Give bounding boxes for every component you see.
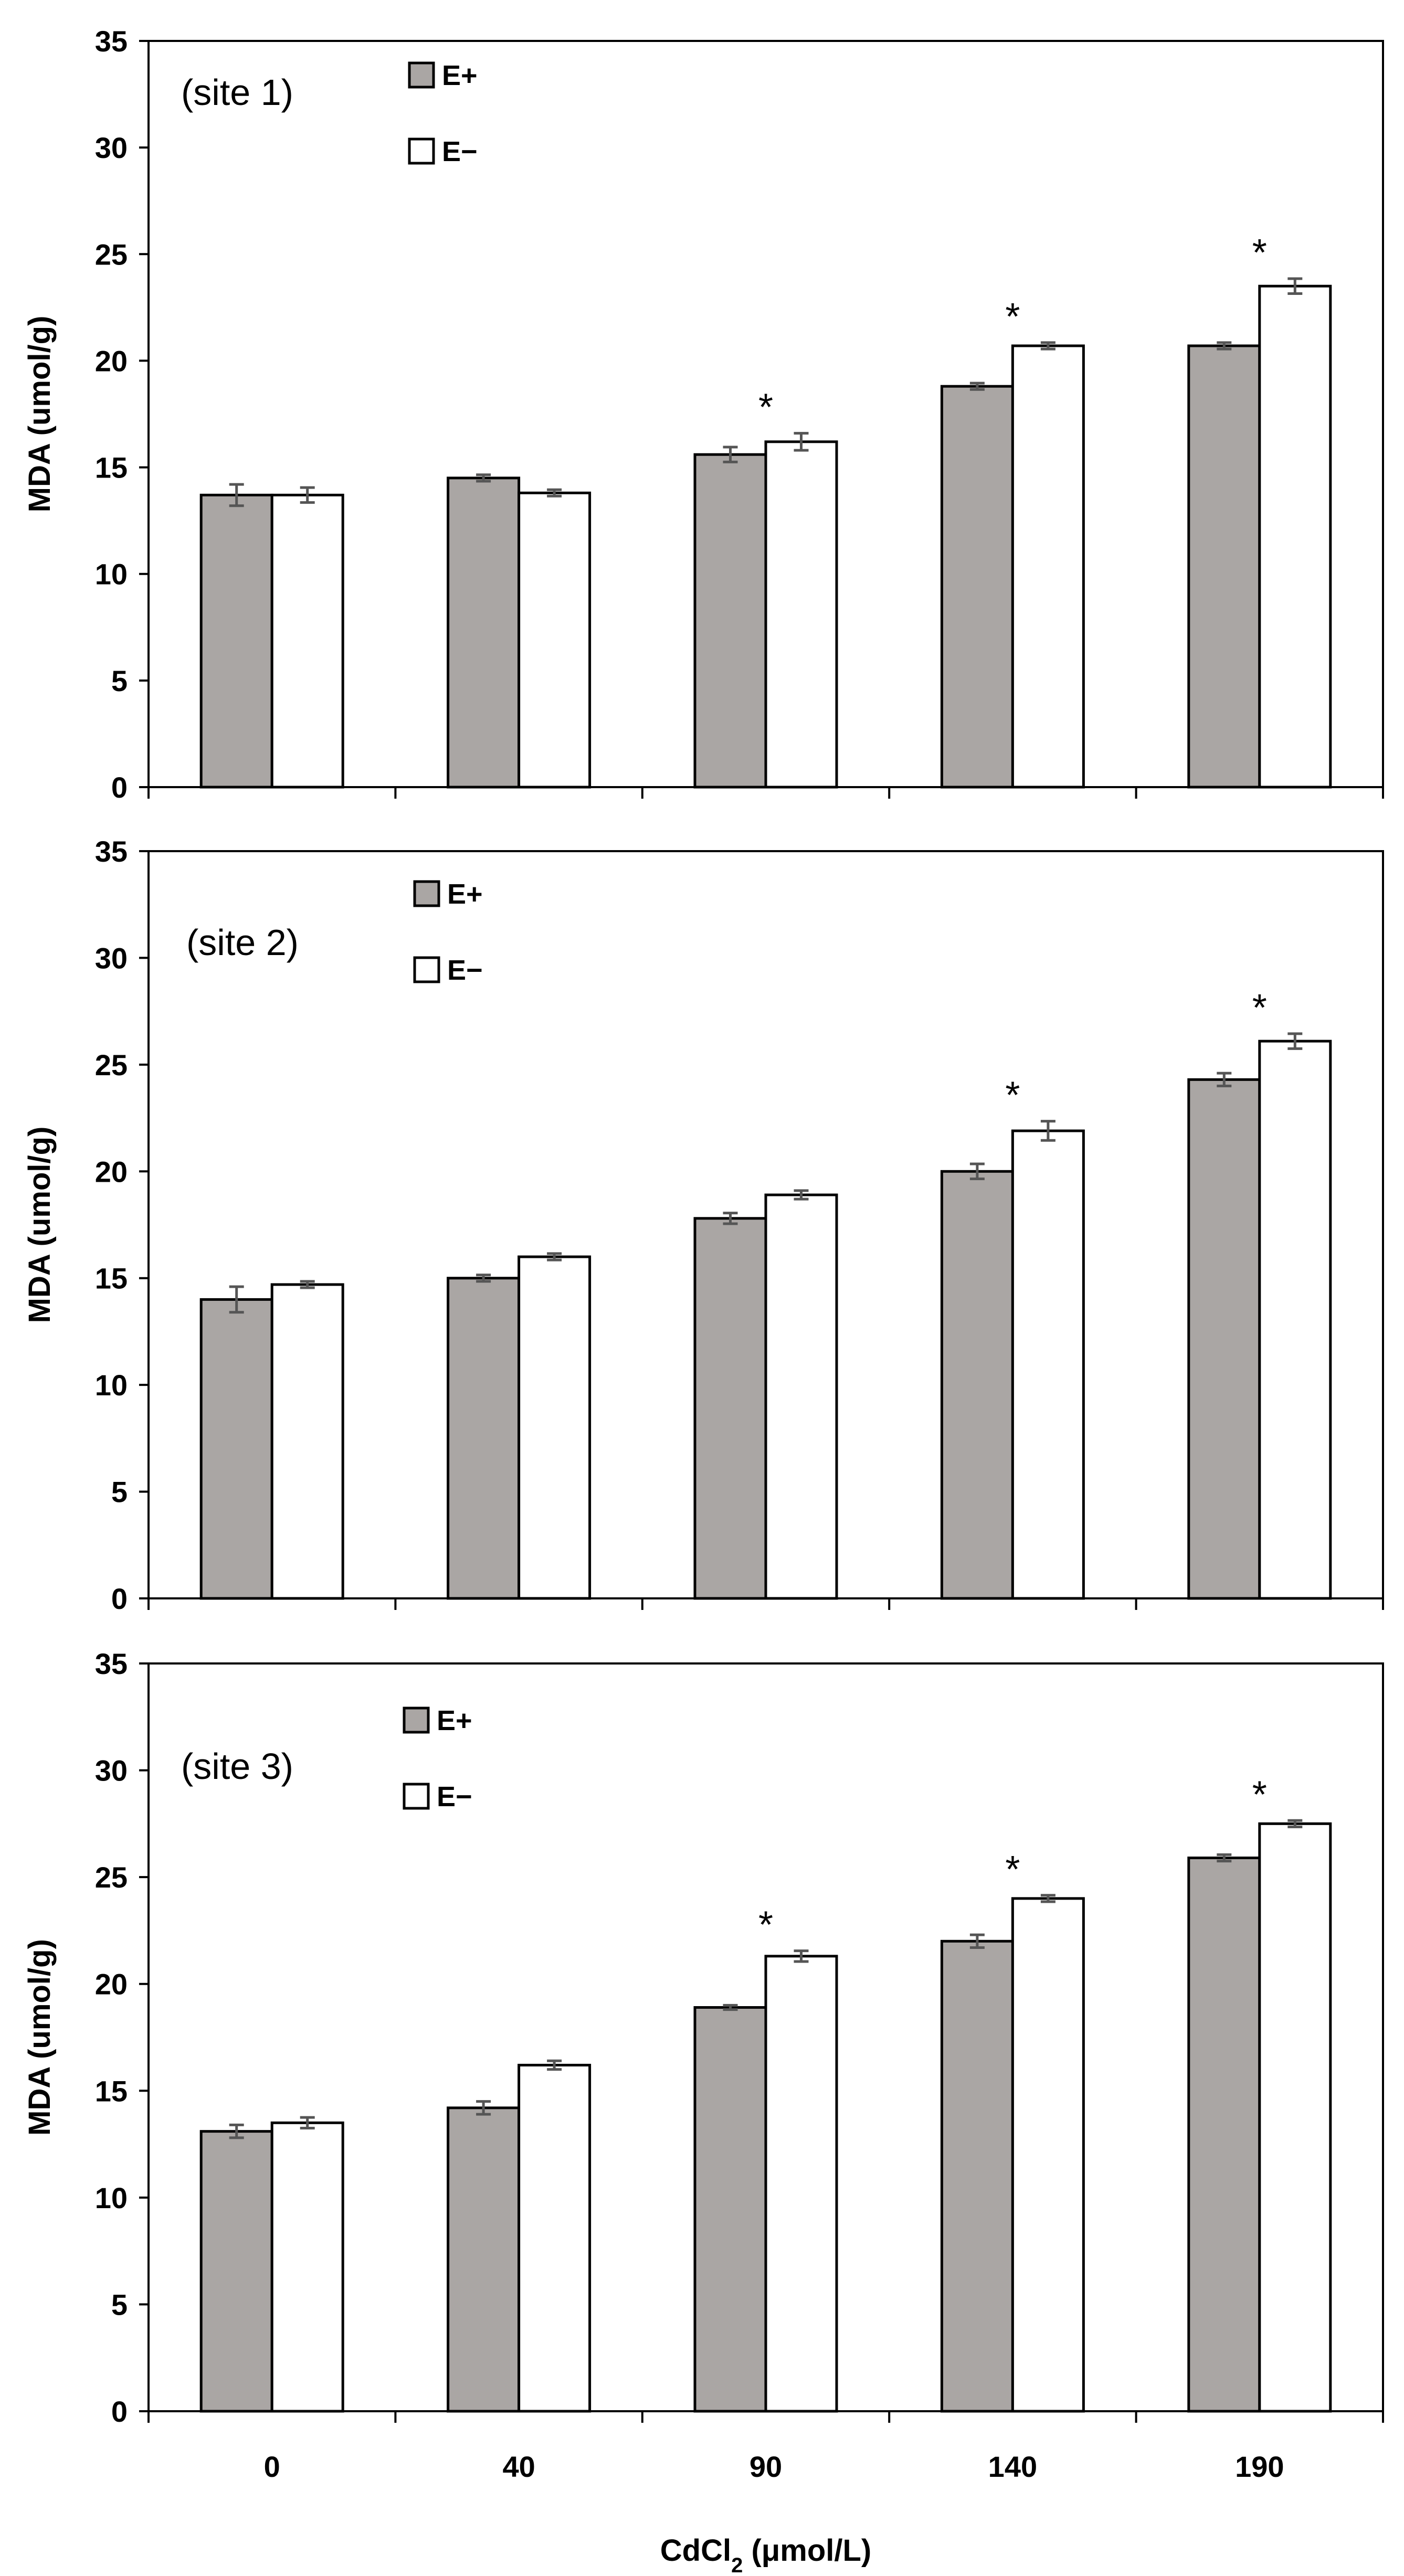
panel-2-y-axis-title: MDA (umol/g)	[23, 1127, 57, 1323]
panel-2-bar-e-plus-40	[447, 1277, 521, 1600]
panel-1-bar-e-plus-190	[1187, 344, 1261, 789]
panel-2-significance-mark: *	[1252, 987, 1267, 1029]
panel-1-y-tick-label: 20	[95, 344, 128, 377]
panel-1-significance-mark: *	[758, 387, 773, 429]
panel-2-legend-swatch-e-plus	[413, 880, 440, 907]
panel-3-site-label: (site 3)	[181, 1746, 293, 1787]
panel-2-bar-e-minus-0	[270, 1283, 344, 1600]
panel-3-y-tick-label: 5	[111, 2288, 128, 2321]
panel-1-bar-e-plus-140	[940, 385, 1014, 789]
panel-3-bar-e-minus-0	[270, 2121, 344, 2413]
x-tick-label-90: 90	[749, 2450, 782, 2483]
panel-1-bar-e-minus-90	[764, 440, 838, 789]
panel-3-y-axis-title: MDA (umol/g)	[23, 1939, 57, 2136]
panel-1-site-label: (site 1)	[181, 72, 293, 113]
panel-3-y-tick-label: 35	[95, 1647, 128, 1680]
x-tick-label-40: 40	[502, 2450, 535, 2483]
panel-1-y-tick-label: 10	[95, 558, 128, 591]
panel-2-y-tick-label: 15	[95, 1262, 128, 1295]
panel-3-legend-label-e-plus: E+	[437, 1705, 472, 1736]
x-tick-label-190: 190	[1235, 2450, 1284, 2483]
panel-3-bar-e-minus-40	[518, 2063, 592, 2413]
panel-1-y-tick-label: 5	[111, 664, 128, 697]
panel-2-y-tick-label: 35	[95, 835, 128, 868]
panel-1-y-tick-label: 0	[111, 771, 128, 804]
panel-3-bar-e-plus-0	[199, 2130, 273, 2413]
panel-3-y-tick-label: 20	[95, 1968, 128, 2001]
panel-3-bar-e-plus-190	[1187, 1857, 1261, 2413]
x-tick-label-0: 0	[264, 2450, 280, 2483]
panel-2-legend-swatch-e-minus	[413, 956, 440, 983]
panel-3-bar-e-minus-140	[1011, 1897, 1085, 2413]
panel-1-bar-e-plus-90	[693, 453, 767, 789]
panel-2-y-tick-label: 10	[95, 1369, 128, 1402]
panel-2-significance-mark: *	[1005, 1075, 1020, 1117]
panel-1-significance-mark: *	[1005, 296, 1020, 338]
panel-2-bar-e-minus-140	[1011, 1129, 1085, 1600]
panel-3-significance-mark: *	[1005, 1849, 1020, 1891]
x-tick-label-140: 140	[988, 2450, 1037, 2483]
panel-3-bar-e-minus-90	[764, 1955, 838, 2413]
panel-3-legend-swatch-e-plus	[403, 1706, 430, 1734]
panel-1-bar-e-minus-40	[518, 491, 592, 789]
panel-3-significance-mark: *	[1252, 1774, 1267, 1816]
panel-1-y-tick-label: 25	[95, 238, 128, 271]
panel-2-y-tick-label: 5	[111, 1476, 128, 1509]
panel-1-legend-label-e-plus: E+	[442, 60, 478, 91]
panel-3-bar-e-plus-40	[447, 2106, 521, 2413]
panel-1-bar-e-plus-0	[199, 493, 273, 789]
panel-3-significance-mark: *	[758, 1904, 773, 1946]
panel-1-bar-e-minus-0	[270, 493, 344, 789]
panel-2-y-tick-label: 25	[95, 1048, 128, 1082]
panel-3-y-tick-label: 25	[95, 1861, 128, 1894]
panel-2-bar-e-minus-40	[518, 1255, 592, 1600]
panel-3-legend-swatch-e-minus	[403, 1783, 430, 1810]
panel-2-bar-e-minus-190	[1258, 1040, 1332, 1600]
panel-1-y-tick-label: 30	[95, 131, 128, 164]
panel-1-legend-swatch-e-plus	[408, 61, 435, 89]
panel-1-significance-mark: *	[1252, 232, 1267, 274]
panel-2-legend-label-e-plus: E+	[447, 878, 483, 910]
panel-1-bar-e-minus-140	[1011, 344, 1085, 789]
panel-3-y-tick-label: 10	[95, 2181, 128, 2214]
panel-2-y-tick-label: 0	[111, 1582, 128, 1615]
panel-2-y-tick-label: 30	[95, 941, 128, 974]
panel-1-bar-e-plus-40	[447, 476, 521, 789]
panel-1-bar-e-minus-190	[1258, 284, 1332, 789]
panel-3-bar-e-plus-140	[940, 1939, 1014, 2413]
panel-2-site-label: (site 2)	[186, 922, 299, 963]
panel-2-bar-e-plus-90	[693, 1217, 767, 1600]
panel-1-y-tick-label: 15	[95, 451, 128, 484]
panel-1-y-axis-title: MDA (umol/g)	[23, 316, 57, 513]
panel-2-bar-e-plus-0	[199, 1298, 273, 1600]
panel-1-legend-swatch-e-minus	[408, 137, 435, 165]
x-axis-title: CdCl2 (μmol/L)	[660, 2533, 871, 2573]
panel-2-legend-label-e-minus: E−	[447, 955, 483, 986]
panel-1-y-tick-label: 35	[95, 25, 128, 58]
panel-3-legend-label-e-minus: E−	[437, 1781, 472, 1812]
panel-3-y-tick-label: 30	[95, 1754, 128, 1787]
panel-3-y-tick-label: 0	[111, 2395, 128, 2428]
panel-2-y-tick-label: 20	[95, 1155, 128, 1188]
panel-1-legend-label-e-minus: E−	[442, 136, 478, 167]
panel-2-bar-e-plus-140	[940, 1170, 1014, 1600]
panel-3-y-tick-label: 15	[95, 2074, 128, 2107]
panel-3-bar-e-minus-190	[1258, 1822, 1332, 2413]
panel-2-bar-e-minus-90	[764, 1193, 838, 1600]
panel-2-bar-e-plus-190	[1187, 1078, 1261, 1600]
panel-3-bar-e-plus-90	[693, 2006, 767, 2413]
